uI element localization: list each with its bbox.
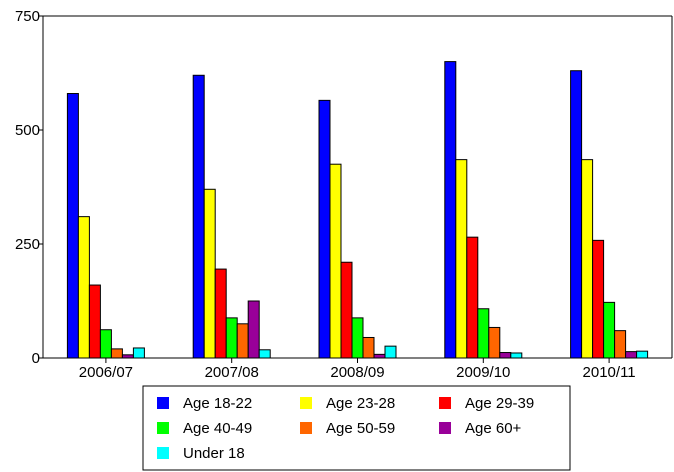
legend-label-age-40-49: Age 40-49: [183, 420, 252, 437]
bar-under-18-2010-11: [636, 350, 649, 359]
bar-age-60--2009-10: [499, 352, 512, 359]
bar-age-23-28-2006-07: [77, 216, 90, 359]
y-tick-label: 250: [15, 236, 40, 253]
legend-label-age-60-: Age 60+: [465, 420, 522, 437]
y-tick-label: 0: [32, 350, 40, 367]
bar-age-40-49-2006-07: [99, 329, 112, 359]
bar-age-23-28-2007-08: [203, 188, 216, 359]
bar-age-18-22-2008-09: [318, 99, 331, 359]
bar-age-18-22-2010-11: [570, 70, 583, 359]
bar-age-50-59-2008-09: [362, 336, 375, 359]
legend-swatch-age-23-28: [300, 397, 312, 409]
y-tick-label: 500: [15, 122, 40, 139]
bars: [66, 61, 649, 359]
bar-under-18-2006-07: [132, 347, 145, 359]
legend-label-age-23-28: Age 23-28: [326, 395, 395, 412]
legend-swatch-age-50-59: [300, 422, 312, 434]
bar-age-60--2007-08: [247, 300, 260, 359]
legend: Age 18-22 Age 23-28 Age 29-39 Age 40-49 Age …: [142, 385, 571, 471]
bar-age-29-39-2008-09: [340, 261, 353, 359]
x-tick-label: 2008/09: [330, 364, 384, 381]
bar-age-50-59-2010-11: [614, 330, 627, 359]
bar-age-40-49-2007-08: [225, 317, 238, 359]
bar-age-50-59-2006-07: [110, 348, 123, 359]
x-tick-label: 2010/11: [583, 364, 636, 381]
bar-age-60--2008-09: [373, 353, 386, 359]
legend-swatch-age-29-39: [439, 397, 451, 409]
bar-age-18-22-2007-08: [192, 74, 205, 359]
legend-label-age-29-39: Age 29-39: [465, 395, 534, 412]
bar-age-29-39-2010-11: [592, 239, 605, 359]
bar-age-23-28-2009-10: [455, 159, 468, 359]
y-tick-label: 750: [15, 8, 40, 25]
bar-under-18-2007-08: [258, 349, 271, 359]
bar-age-60--2010-11: [625, 351, 638, 359]
legend-box: [142, 385, 571, 471]
bar-under-18-2009-10: [510, 352, 523, 359]
x-tick-label: 2006/07: [79, 364, 133, 381]
legend-swatch-age-40-49: [157, 422, 169, 434]
legend-swatch-under-18: [157, 447, 169, 459]
bar-age-29-39-2009-10: [466, 236, 479, 359]
bar-age-50-59-2007-08: [236, 323, 249, 359]
bar-age-18-22-2009-10: [444, 61, 457, 359]
bar-age-40-49-2008-09: [351, 317, 364, 359]
legend-label-age-50-59: Age 50-59: [326, 420, 395, 437]
x-axis: 2006/07 2007/08 2008/09 2009/10 2010/11: [43, 357, 672, 381]
bar-age-23-28-2008-09: [329, 163, 342, 359]
bar-under-18-2008-09: [384, 345, 397, 359]
y-axis: 0 250 500 750: [15, 8, 673, 367]
bar-age-18-22-2006-07: [66, 93, 79, 359]
x-tick-label: 2007/08: [205, 364, 259, 381]
bar-age-29-39-2006-07: [88, 284, 101, 359]
legend-swatch-age-18-22: [157, 397, 169, 409]
bar-age-40-49-2010-11: [603, 301, 616, 359]
x-tick-label: 2009/10: [456, 364, 510, 381]
bar-age-29-39-2007-08: [214, 268, 227, 359]
legend-label-age-18-22: Age 18-22: [183, 395, 252, 412]
legend-swatch-age-60-: [439, 422, 451, 434]
bar-age-50-59-2009-10: [488, 326, 501, 359]
bar-age-23-28-2010-11: [581, 159, 594, 359]
legend-label-under-18: Under 18: [183, 445, 245, 462]
bar-age-40-49-2009-10: [477, 308, 490, 359]
